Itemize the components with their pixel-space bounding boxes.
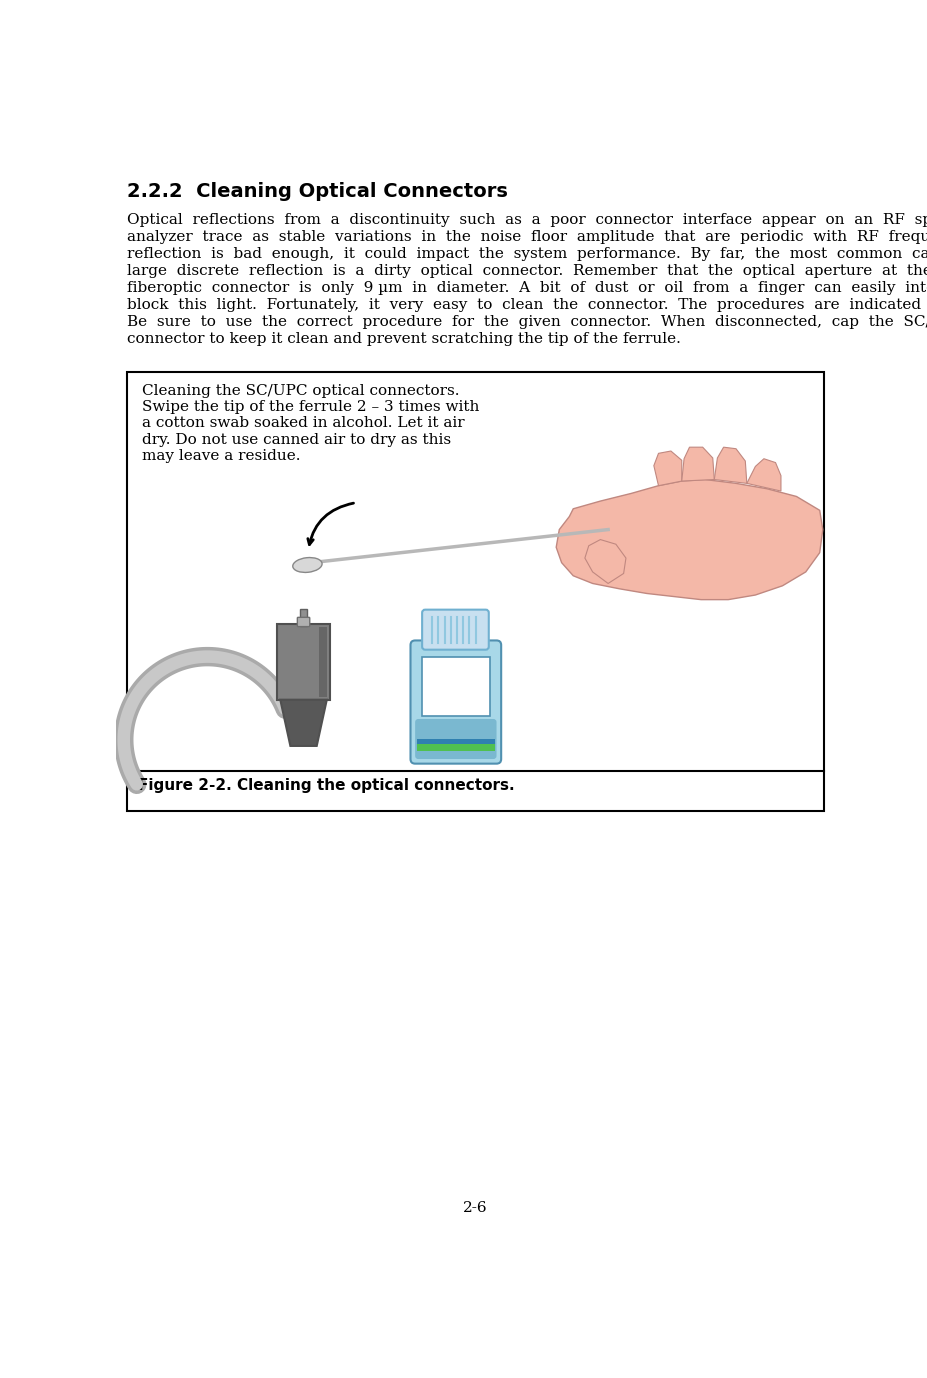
Text: large  discrete  reflection  is  a  dirty  optical  connector.  Remember  that  : large discrete reflection is a dirty opt… <box>127 265 927 278</box>
Text: Optical  reflections  from  a  discontinuity  such  as  a  poor  connector  inte: Optical reflections from a discontinuity… <box>127 214 927 227</box>
Text: fiberoptic  connector  is  only  9 µm  in  diameter.  A  bit  of  dust  or  oil : fiberoptic connector is only 9 µm in dia… <box>127 281 927 295</box>
Bar <box>319 627 326 697</box>
Polygon shape <box>280 700 326 745</box>
FancyBboxPatch shape <box>410 641 501 763</box>
Bar <box>277 624 329 700</box>
Text: 2.2.2  Cleaning Optical Connectors: 2.2.2 Cleaning Optical Connectors <box>127 182 507 201</box>
Polygon shape <box>584 540 626 583</box>
FancyBboxPatch shape <box>414 719 496 759</box>
Text: 2-6: 2-6 <box>463 1202 488 1215</box>
FancyBboxPatch shape <box>297 617 310 627</box>
Ellipse shape <box>292 558 322 572</box>
Text: block  this  light.  Fortunately,  it  very  easy  to  clean  the  connector.  T: block this light. Fortunately, it very e… <box>127 298 927 311</box>
Text: Be  sure  to  use  the  correct  procedure  for  the  given  connector.  When  d: Be sure to use the correct procedure for… <box>127 314 927 329</box>
Text: a cotton swab soaked in alcohol. Let it air: a cotton swab soaked in alcohol. Let it … <box>142 416 464 430</box>
Bar <box>416 739 494 744</box>
Text: Figure 2-2. Cleaning the optical connectors.: Figure 2-2. Cleaning the optical connect… <box>137 779 514 794</box>
Polygon shape <box>714 448 746 484</box>
Text: dry. Do not use canned air to dry as this: dry. Do not use canned air to dry as thi… <box>142 433 451 446</box>
Polygon shape <box>654 451 681 485</box>
FancyBboxPatch shape <box>422 609 489 649</box>
Text: may leave a residue.: may leave a residue. <box>142 449 300 463</box>
Bar <box>300 609 306 626</box>
Text: analyzer  trace  as  stable  variations  in  the  noise  floor  amplitude  that : analyzer trace as stable variations in t… <box>127 230 927 244</box>
Polygon shape <box>746 459 781 491</box>
Text: Cleaning the SC/UPC optical connectors.: Cleaning the SC/UPC optical connectors. <box>142 384 460 398</box>
Text: connector to keep it clean and prevent scratching the tip of the ferrule.: connector to keep it clean and prevent s… <box>127 332 680 346</box>
Text: Swipe the tip of the ferrule 2 – 3 times with: Swipe the tip of the ferrule 2 – 3 times… <box>142 400 479 415</box>
Bar <box>416 744 494 751</box>
Polygon shape <box>681 448 714 481</box>
Bar <box>127 372 823 810</box>
Bar <box>422 657 489 717</box>
Polygon shape <box>555 480 822 599</box>
Text: reflection  is  bad  enough,  it  could  impact  the  system  performance.  By  : reflection is bad enough, it could impac… <box>127 247 927 260</box>
